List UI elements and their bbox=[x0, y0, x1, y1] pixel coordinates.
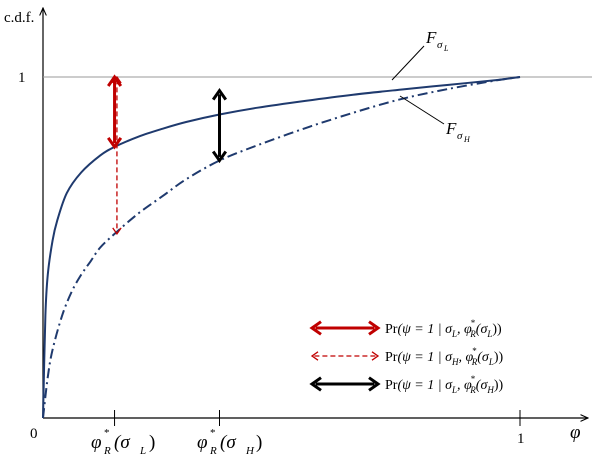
legend-arrow-1 bbox=[310, 351, 380, 361]
x-tick-label-1: 1 bbox=[517, 431, 525, 447]
svg-text:H: H bbox=[245, 445, 255, 457]
legend: Pr(ψ = 1 | σL, φ* R(σL)) Pr(ψ = 1 | σH, φ*… bbox=[309, 318, 504, 395]
svg-text:L: L bbox=[139, 445, 146, 457]
series-line-f-sigma-h bbox=[42, 76, 521, 419]
svg-text:H: H bbox=[463, 135, 471, 144]
curve-label-f-sigma-l: F σ L bbox=[391, 28, 449, 81]
double-arrow-2 bbox=[211, 88, 228, 164]
legend-arrow-2 bbox=[309, 376, 381, 392]
y-axis-label: c.d.f. bbox=[4, 10, 34, 26]
svg-text:*: * bbox=[104, 427, 110, 439]
x-marker-label-sigma-l: φ * R (σ L ) bbox=[91, 427, 155, 457]
x-marker-label-sigma-h: φ * R (σ H ) bbox=[197, 427, 262, 457]
double-arrow-0 bbox=[107, 74, 123, 150]
legend-label-2: Pr(ψ = 1 | σL, φ* R(σH)) bbox=[385, 374, 504, 395]
svg-text:F: F bbox=[425, 28, 437, 47]
svg-text:*: * bbox=[210, 427, 216, 439]
svg-text:): ) bbox=[256, 432, 262, 453]
svg-text:φ: φ bbox=[91, 432, 102, 453]
legend-label-1: Pr(ψ = 1 | σH, φ* R(σL)) bbox=[385, 346, 504, 367]
series-line-f-sigma-l bbox=[42, 76, 521, 419]
x-axis-label: φ bbox=[570, 422, 581, 443]
svg-text:R: R bbox=[209, 445, 217, 457]
legend-arrow-0 bbox=[309, 320, 381, 336]
origin-label: 0 bbox=[30, 426, 38, 442]
svg-text:R: R bbox=[103, 445, 111, 457]
svg-text:σ: σ bbox=[457, 130, 463, 142]
svg-text:φ: φ bbox=[197, 432, 208, 453]
svg-text:(σ: (σ bbox=[220, 432, 236, 453]
y-tick-label-1: 1 bbox=[18, 70, 26, 86]
curve-label-f-sigma-h: F σ H bbox=[399, 95, 471, 144]
svg-text:(σ: (σ bbox=[114, 432, 130, 453]
svg-text:L: L bbox=[443, 44, 449, 53]
double-arrow-1 bbox=[112, 75, 122, 235]
svg-text:): ) bbox=[149, 432, 155, 453]
svg-text:F: F bbox=[445, 119, 457, 138]
svg-text:σ: σ bbox=[437, 39, 443, 51]
legend-label-0: Pr(ψ = 1 | σL, φ* R(σL)) bbox=[385, 318, 502, 339]
